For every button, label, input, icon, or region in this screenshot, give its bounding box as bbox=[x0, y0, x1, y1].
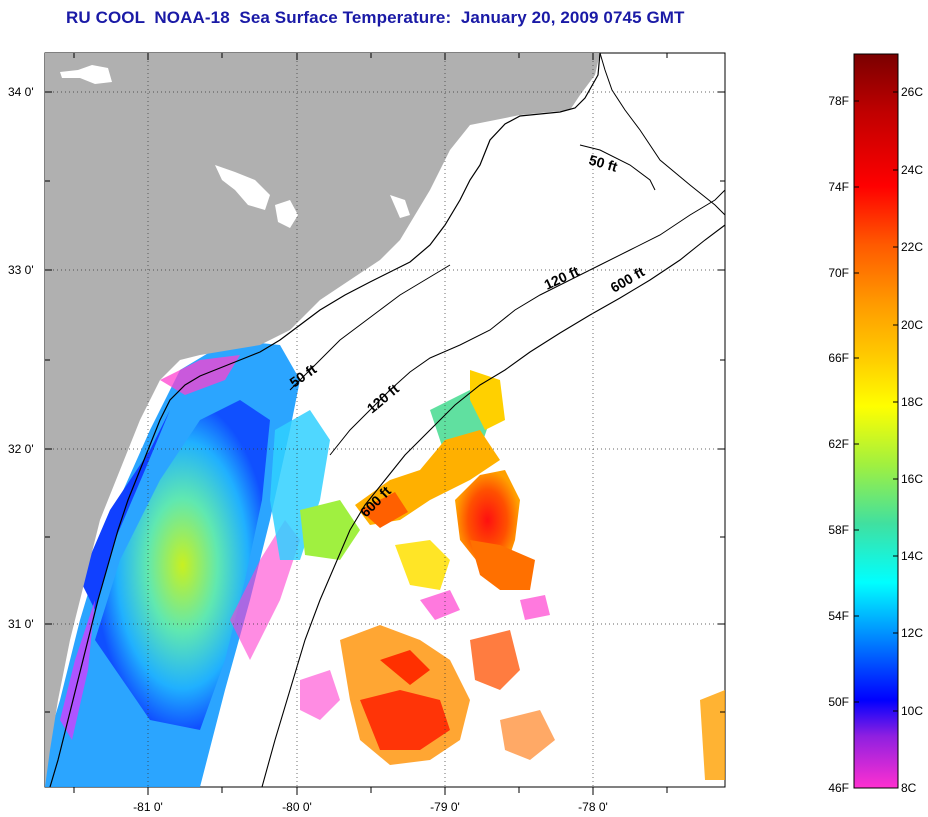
colorbar-c-label-26: 26C bbox=[901, 85, 923, 99]
colorbar-c-label-24: 24C bbox=[901, 163, 923, 177]
isobath-600ft-line bbox=[261, 224, 725, 787]
colorbar-f-label-58: 58F bbox=[828, 523, 849, 537]
isobath-label-50ft-north: 50 ft bbox=[587, 152, 619, 175]
lon-label-78: -78 0' bbox=[578, 800, 608, 814]
land-mass bbox=[45, 53, 600, 787]
colorbar-c-label-12: 12C bbox=[901, 626, 923, 640]
colorbar-f-label-62: 62F bbox=[828, 437, 849, 451]
lon-label-81: -81 0' bbox=[133, 800, 163, 814]
colorbar-c-label-10: 10C bbox=[901, 704, 923, 718]
sst-gulf-stream-warm-water bbox=[300, 430, 725, 780]
isobath-contours bbox=[261, 144, 725, 787]
graticule bbox=[45, 53, 725, 787]
isobath-50ft-south-line bbox=[289, 264, 451, 391]
colorbar-f-label-50: 50F bbox=[828, 695, 849, 709]
lat-label-33: 33 0' bbox=[8, 263, 34, 277]
lat-label-31: 31 0' bbox=[8, 617, 34, 631]
colorbar-f-label-46: 46F bbox=[828, 781, 849, 795]
colorbar-c-label-20: 20C bbox=[901, 318, 923, 332]
colorbar-f-label-74: 74F bbox=[828, 180, 849, 194]
colorbar-c-label-8: 8C bbox=[901, 781, 917, 795]
colorbar-f-label-70: 70F bbox=[828, 266, 849, 280]
colorbar-c-label-18: 18C bbox=[901, 395, 923, 409]
sst-cool-shelf-water bbox=[45, 340, 300, 787]
lat-label-32: 32 0' bbox=[8, 442, 34, 456]
map-title: RU COOL NOAA-18 Sea Surface Temperature:… bbox=[66, 8, 685, 27]
colorbar-c-label-16: 16C bbox=[901, 472, 923, 486]
lat-label-34: 34 0' bbox=[8, 85, 34, 99]
colorbar-f-label-54: 54F bbox=[828, 609, 849, 623]
lon-label-80: -80 0' bbox=[282, 800, 312, 814]
isobath-50ft-line bbox=[579, 144, 656, 191]
colorbar-f-label-66: 66F bbox=[828, 351, 849, 365]
axis-ticks bbox=[45, 53, 725, 795]
colorbar-gradient bbox=[853, 53, 899, 789]
isobath-120ft-line bbox=[329, 189, 725, 456]
colorbar-f-label-78: 78F bbox=[828, 94, 849, 108]
colorbar-c-label-22: 22C bbox=[901, 240, 923, 254]
colorbar-c-label-14: 14C bbox=[901, 549, 923, 563]
lon-label-79: -79 0' bbox=[430, 800, 460, 814]
coastline bbox=[49, 53, 601, 787]
